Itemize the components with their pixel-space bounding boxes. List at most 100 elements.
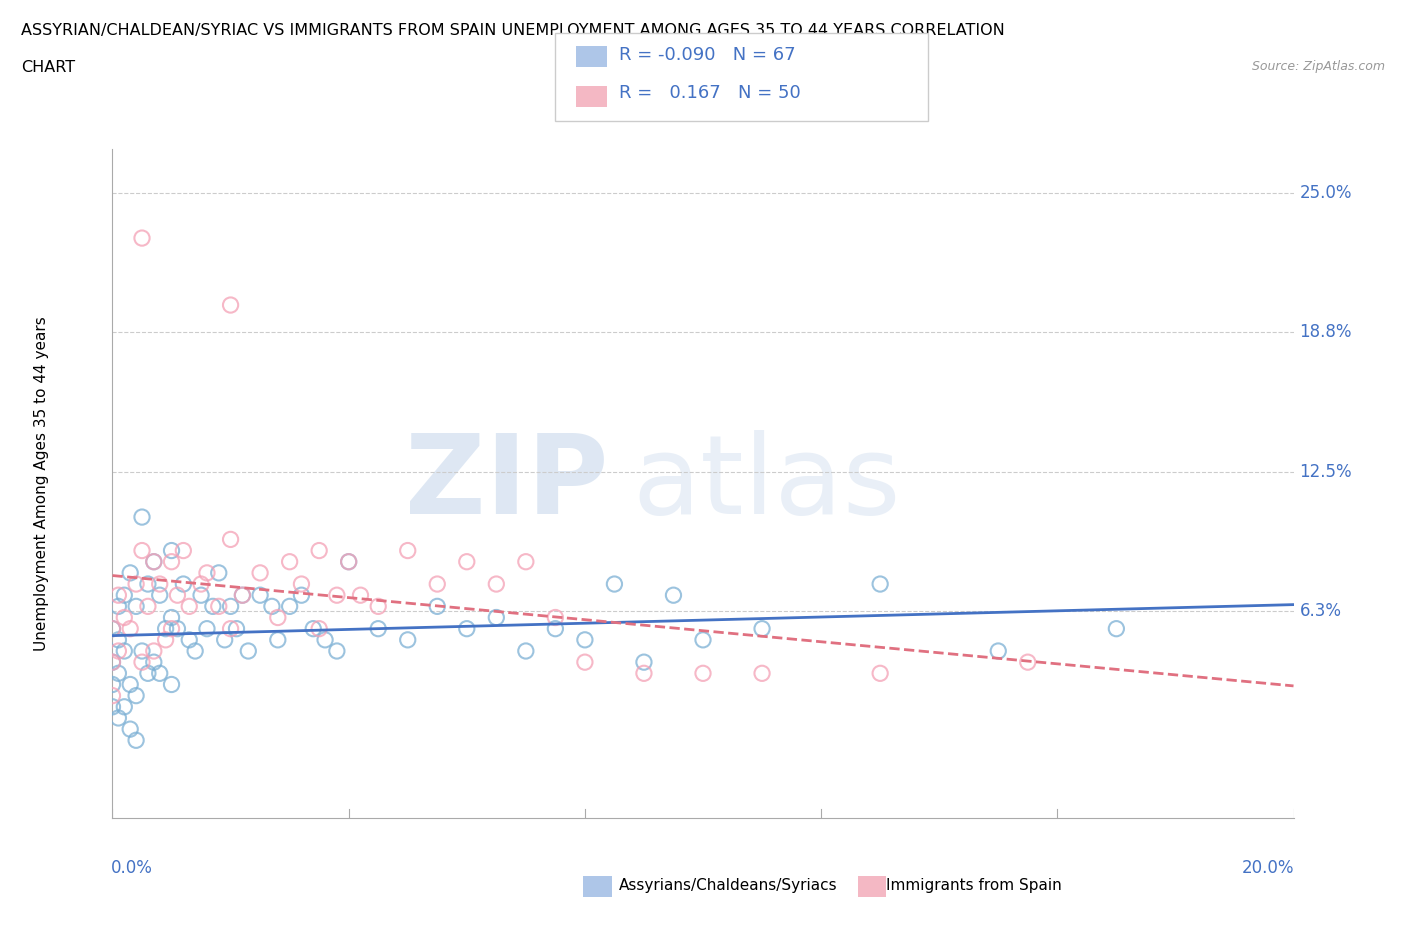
Point <box>225 621 247 636</box>
Point <box>367 599 389 614</box>
Point <box>142 554 165 569</box>
Point <box>131 543 153 558</box>
Point <box>544 610 567 625</box>
Point <box>308 621 330 636</box>
Point <box>326 644 349 658</box>
Point <box>515 644 537 658</box>
Point <box>136 577 159 591</box>
Point <box>107 711 129 725</box>
Point <box>231 588 253 603</box>
Point <box>260 599 283 614</box>
Point <box>249 588 271 603</box>
Point <box>633 655 655 670</box>
Point <box>112 699 135 714</box>
Point <box>456 554 478 569</box>
Point <box>142 554 165 569</box>
Point <box>314 632 336 647</box>
Text: 6.3%: 6.3% <box>1299 602 1341 619</box>
Point <box>149 577 172 591</box>
Point <box>155 632 177 647</box>
Point <box>219 621 242 636</box>
Point <box>166 588 188 603</box>
Text: R =   0.167   N = 50: R = 0.167 N = 50 <box>619 84 800 101</box>
Text: atlas: atlas <box>633 430 901 538</box>
Point <box>112 588 135 603</box>
Point <box>485 610 508 625</box>
Point <box>125 599 148 614</box>
Point <box>1017 655 1039 670</box>
Point <box>120 677 142 692</box>
Text: Assyrians/Chaldeans/Syriacs: Assyrians/Chaldeans/Syriacs <box>619 878 837 893</box>
Point <box>201 599 224 614</box>
Point <box>120 722 142 737</box>
Point <box>195 621 218 636</box>
Point <box>574 655 596 670</box>
Point <box>120 621 142 636</box>
Point <box>155 621 177 636</box>
Point <box>426 599 449 614</box>
Point <box>131 644 153 658</box>
Point <box>101 655 124 670</box>
Point <box>142 644 165 658</box>
Point <box>107 666 129 681</box>
Text: 25.0%: 25.0% <box>1299 184 1353 203</box>
Point <box>195 565 218 580</box>
Text: Source: ZipAtlas.com: Source: ZipAtlas.com <box>1251 60 1385 73</box>
Point <box>160 677 183 692</box>
Point <box>278 599 301 614</box>
Point <box>290 588 312 603</box>
Text: R = -0.090   N = 67: R = -0.090 N = 67 <box>619 46 796 64</box>
Point <box>267 610 290 625</box>
Point <box>112 610 135 625</box>
Point <box>574 632 596 647</box>
Point <box>290 577 312 591</box>
Point <box>337 554 360 569</box>
Point <box>987 644 1010 658</box>
Point <box>219 599 242 614</box>
Point <box>208 565 231 580</box>
Point <box>326 588 349 603</box>
Point <box>136 666 159 681</box>
Point <box>219 532 242 547</box>
Point <box>249 565 271 580</box>
Point <box>107 644 129 658</box>
Point <box>337 554 360 569</box>
Point <box>101 699 124 714</box>
Point <box>456 621 478 636</box>
Text: 12.5%: 12.5% <box>1299 463 1353 482</box>
Point <box>190 588 212 603</box>
Point <box>166 621 188 636</box>
Point <box>219 298 242 312</box>
Point <box>131 231 153 246</box>
Point <box>633 666 655 681</box>
Point <box>160 621 183 636</box>
Point <box>136 599 159 614</box>
Point <box>214 632 236 647</box>
Point <box>238 644 260 658</box>
Text: 20.0%: 20.0% <box>1243 858 1295 877</box>
Point <box>515 554 537 569</box>
Point <box>142 655 165 670</box>
Point <box>172 577 194 591</box>
Point <box>692 666 714 681</box>
Text: ZIP: ZIP <box>405 430 609 538</box>
Point <box>125 577 148 591</box>
Point <box>131 510 153 525</box>
Point <box>396 632 419 647</box>
Point <box>302 621 325 636</box>
Point <box>101 677 124 692</box>
Point <box>179 632 201 647</box>
Point <box>869 577 891 591</box>
Point <box>544 621 567 636</box>
Text: Immigrants from Spain: Immigrants from Spain <box>886 878 1062 893</box>
Point <box>107 632 129 647</box>
Point <box>112 644 135 658</box>
Point <box>120 565 142 580</box>
Point <box>160 554 183 569</box>
Point <box>662 588 685 603</box>
Point <box>107 588 129 603</box>
Point <box>267 632 290 647</box>
Text: Unemployment Among Ages 35 to 44 years: Unemployment Among Ages 35 to 44 years <box>34 316 49 651</box>
Point <box>751 666 773 681</box>
Point <box>190 577 212 591</box>
